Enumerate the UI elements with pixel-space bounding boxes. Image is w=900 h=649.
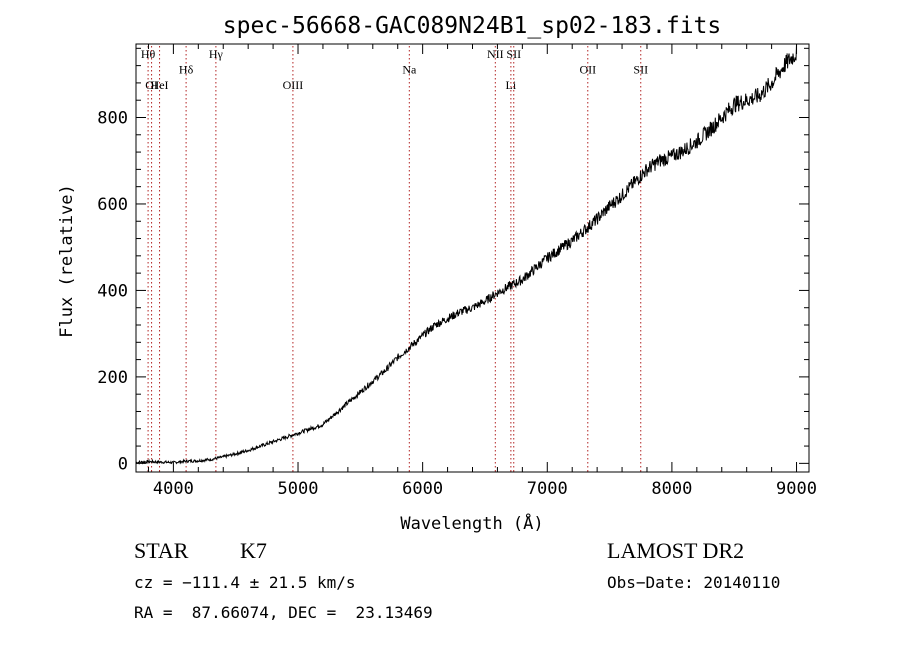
spectral-line-label-10: OII: [579, 63, 596, 77]
x-tick-label-4000: 4000: [153, 479, 194, 499]
spectral-line-label-11: SII: [633, 63, 648, 77]
chart-title: spec-56668-GAC089N24B1_sp02-183.fits: [223, 13, 722, 39]
y-tick-label-400: 400: [97, 281, 128, 301]
y-tick-label-800: 800: [97, 108, 128, 128]
redshift-cz: cz = −111.4 ± 21.5 km/s: [134, 573, 356, 592]
spectral-line-label-0: Hθ: [141, 47, 156, 61]
coordinates-radec: RA = 87.66074, DEC = 23.13469: [134, 603, 433, 622]
y-tick-label-200: 200: [97, 368, 128, 388]
spectrum-plot-area: [135, 44, 797, 465]
spectral-line-label-8: Li: [506, 78, 517, 92]
y-axis-ticks: 0 200 400 600 800: [97, 47, 809, 474]
y-tick-label-0: 0: [118, 454, 128, 474]
spectral-line-label-2: HeI: [151, 78, 169, 92]
spectral-line-label-1: OI: [145, 78, 158, 92]
y-axis-label: Flux (relative): [57, 184, 77, 338]
spectral-line-label-6: Na: [402, 63, 417, 77]
survey-name: LAMOST DR2: [607, 538, 745, 563]
x-axis-label: Wavelength (Å): [400, 512, 543, 534]
x-tick-label-7000: 7000: [527, 479, 568, 499]
spectral-line-label-9: SII: [506, 47, 521, 61]
object-subclass: K7: [240, 538, 267, 563]
observation-date: Obs−Date: 20140110: [607, 573, 781, 592]
plot-frame: [135, 43, 810, 473]
object-class: STAR: [134, 538, 189, 563]
spectral-line-label-5: OIII: [283, 78, 304, 92]
x-tick-label-8000: 8000: [651, 479, 692, 499]
x-tick-label-6000: 6000: [402, 479, 443, 499]
spectrum-line-series: [135, 44, 797, 465]
x-tick-label-9000: 9000: [776, 479, 817, 499]
spectral-line-label-3: Hδ: [179, 63, 194, 77]
x-axis-ticks: 4000 5000 6000 7000 8000 9000: [147, 44, 817, 499]
spectral-line-label-4: Hγ: [209, 47, 224, 61]
x-tick-label-5000: 5000: [278, 479, 319, 499]
spectral-line-label-7: NII: [487, 47, 504, 61]
y-tick-label-600: 600: [97, 195, 128, 215]
